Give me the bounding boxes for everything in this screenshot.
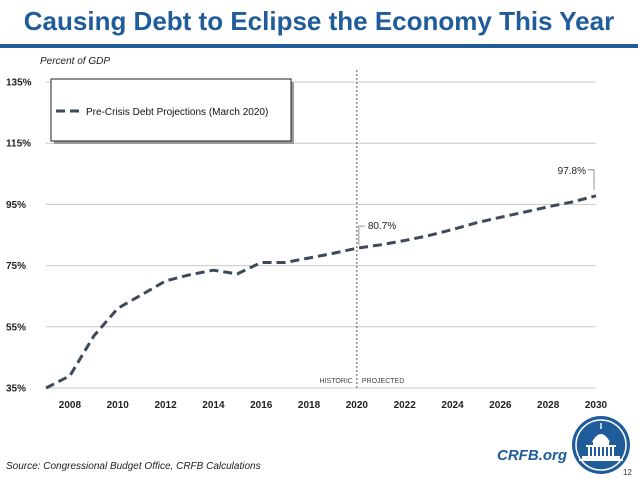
x-tick-label: 2030 (585, 400, 608, 411)
source-note: Source: Congressional Budget Office, CRF… (6, 461, 261, 472)
x-tick-label: 2008 (59, 400, 82, 411)
x-tick-label: 2026 (489, 400, 512, 411)
x-tick-label: 2022 (394, 400, 417, 411)
legend-entry: Pre-Crisis Debt Projections (March 2020) (86, 107, 268, 118)
annotation-leader (358, 225, 365, 246)
annotation-leader (588, 169, 595, 190)
y-tick-label: 135% (6, 78, 32, 89)
y-tick-label: 115% (6, 139, 31, 150)
series-line (45, 194, 597, 390)
x-tick-label: 2016 (250, 400, 273, 411)
y-tick-label: 35% (6, 384, 26, 395)
projected-label: PROJECTED (362, 378, 404, 385)
y-axis-label: Percent of GDP (40, 56, 111, 67)
annotation-label: 97.8% (558, 166, 586, 177)
y-tick-label: 95% (6, 200, 26, 211)
x-tick-label: 2014 (202, 400, 225, 411)
historic-label: HISTORIC (320, 378, 353, 385)
legend-box (50, 78, 292, 142)
y-tick-label: 55% (6, 322, 26, 333)
title-rule (0, 44, 638, 48)
y-tick-label: 75% (6, 261, 26, 272)
page-title: Causing Debt to Eclipse the Economy This… (23, 6, 615, 36)
x-tick-label: 2010 (107, 400, 130, 411)
x-tick-label: 2018 (298, 400, 321, 411)
page-number: 12 (623, 468, 632, 477)
x-tick-label: 2024 (441, 400, 464, 411)
annotation-label: 80.7% (368, 221, 396, 232)
x-tick-label: 2012 (154, 400, 177, 411)
x-tick-label: 2020 (346, 400, 369, 411)
brand-link[interactable]: CRFB.org (497, 447, 567, 464)
capitol-logo-icon (572, 416, 630, 474)
x-tick-label: 2028 (537, 400, 560, 411)
